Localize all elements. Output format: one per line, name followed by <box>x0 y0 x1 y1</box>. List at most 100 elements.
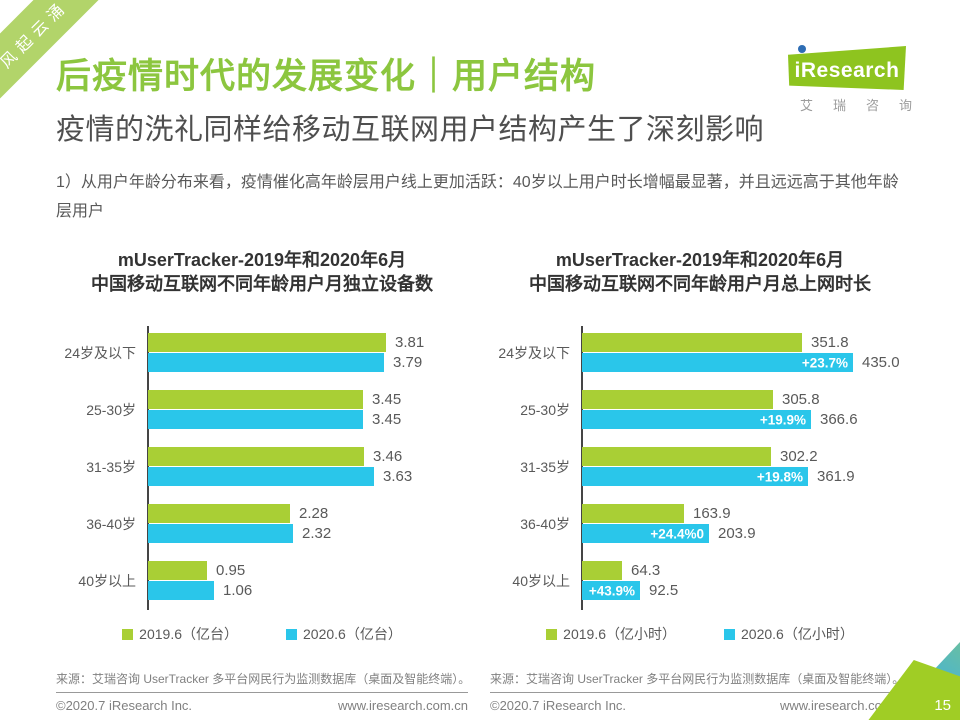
growth-label: +24.4%0 <box>650 526 704 541</box>
bar-row: 1.06 <box>148 581 468 600</box>
bar-pair: 64.3 +43.9% 92.5 <box>582 561 910 600</box>
bar-group: 31-35岁 3.46 3.63 <box>86 447 468 486</box>
legend-label: 2019.6（亿台） <box>139 626 238 642</box>
value-label: 351.8 <box>811 334 849 351</box>
category-label: 36-40岁 <box>86 515 136 532</box>
page-subtitle: 疫情的洗礼同样给移动互联网用户结构产生了深刻影响 <box>56 114 765 146</box>
footer-left: 来源：艾瑞咨询 UserTracker 多平台网民行为监测数据库（桌面及智能终端… <box>56 670 470 713</box>
legend-swatch-icon <box>122 628 134 640</box>
value-label: 435.0 <box>862 354 900 371</box>
bar-series-0 <box>148 447 364 466</box>
page-number: 15 <box>934 697 951 714</box>
legend-swatch-icon <box>546 628 558 640</box>
bar-pair: 3.81 3.79 <box>148 333 468 372</box>
bar-series-0 <box>582 504 684 523</box>
bar-group: 40岁以上 64.3 +43.9% 92.5 <box>512 561 910 600</box>
value-label: 92.5 <box>649 582 679 599</box>
value-label: 366.6 <box>820 411 858 428</box>
value-label: 3.79 <box>393 354 423 371</box>
chart-title-line1: mUserTracker-2019年和2020年6月 <box>555 250 845 270</box>
growth-label: +23.7% <box>801 355 848 370</box>
bar-group: 36-40岁 2.28 2.32 <box>86 504 468 543</box>
bar-group: 25-30岁 3.45 3.45 <box>86 390 468 429</box>
category-label: 40岁以上 <box>512 572 570 589</box>
chart-title-line1: mUserTracker-2019年和2020年6月 <box>117 250 407 270</box>
bar-series-0 <box>582 561 622 580</box>
bar-series-0 <box>148 390 363 409</box>
value-label: 3.81 <box>395 334 425 351</box>
bar-row: 3.46 <box>148 447 468 466</box>
copyright-row: ©2020.7 iResearch Inc. www.iresearch.com… <box>56 698 468 713</box>
bar-group: 40岁以上 0.95 1.06 <box>78 561 468 600</box>
value-label: 163.9 <box>693 505 731 522</box>
category-label: 31-35岁 <box>86 458 136 475</box>
category-label: 25-30岁 <box>520 401 570 418</box>
category-label: 31-35岁 <box>520 458 570 475</box>
footer-right: 来源：艾瑞咨询 UserTracker 多平台网民行为监测数据库（桌面及智能终端… <box>490 670 910 713</box>
bar-row: 305.8 <box>582 390 910 409</box>
category-label: 36-40岁 <box>520 515 570 532</box>
legend: 2019.6（亿台） 2020.6（亿台） <box>56 624 468 644</box>
legend: 2019.6（亿小时） 2020.6（亿小时） <box>490 624 910 644</box>
bar-row: 64.3 <box>582 561 910 580</box>
bar-row: +19.9% 366.6 <box>582 410 910 429</box>
category-label: 24岁及以下 <box>64 344 136 361</box>
bar-row: 2.28 <box>148 504 468 523</box>
value-label: 302.2 <box>780 448 818 465</box>
bar-series-1 <box>148 353 384 372</box>
chart-title-line2: 中国移动互联网不同年龄用户月总上网时长 <box>529 274 871 294</box>
corner-decoration: 15 <box>850 600 960 720</box>
bar-group: 24岁及以下 351.8 +23.7% 435.0 <box>498 333 910 372</box>
bar-row: +24.4%0 203.9 <box>582 524 910 543</box>
bar-row: 3.81 <box>148 333 468 352</box>
bar-series-1: +19.9% <box>582 410 811 429</box>
bar-series-0 <box>582 447 771 466</box>
copyright-row: ©2020.7 iResearch Inc. www.iresearch.com… <box>490 698 910 713</box>
bar-pair: 305.8 +19.9% 366.6 <box>582 390 910 429</box>
legend-item: 2019.6（亿台） <box>122 624 238 644</box>
value-label: 361.9 <box>817 468 855 485</box>
bar-row: +19.8% 361.9 <box>582 467 910 486</box>
logo-caption: 艾瑞咨询 <box>800 98 933 113</box>
value-label: 0.95 <box>216 562 246 579</box>
bar-pair: 302.2 +19.8% 361.9 <box>582 447 910 486</box>
legend-swatch-icon <box>724 628 735 640</box>
bar-row: 2.32 <box>148 524 468 543</box>
bar-series-0 <box>582 333 802 352</box>
bar-series-1: +43.9% <box>582 581 640 600</box>
value-label: 3.45 <box>372 391 402 408</box>
value-label: 64.3 <box>631 562 661 579</box>
value-label: 203.9 <box>718 525 756 542</box>
bar-row: 0.95 <box>148 561 468 580</box>
logo-dot-icon <box>798 45 806 53</box>
legend-label: 2019.6（亿小时） <box>563 626 676 642</box>
iresearch-logo: iResearch 艾瑞咨询 <box>788 45 933 114</box>
bar-row: 302.2 <box>582 447 910 466</box>
bar-group: 24岁及以下 3.81 3.79 <box>64 333 468 372</box>
bar-series-0 <box>148 333 386 352</box>
bar-pair: 3.45 3.45 <box>148 390 468 429</box>
category-label: 40岁以上 <box>78 572 136 589</box>
value-label: 2.28 <box>299 505 329 522</box>
plot-area: 24岁及以下 351.8 +23.7% 435.0 25-30岁 305.8 +19.9% 3… <box>490 326 910 610</box>
bar-series-1: +24.4%0 <box>582 524 709 543</box>
bar-series-1 <box>148 581 214 600</box>
legend-item: 2019.6（亿小时） <box>546 624 676 644</box>
value-label: 305.8 <box>782 391 820 408</box>
bar-row: 163.9 <box>582 504 910 523</box>
bar-row: 3.45 <box>148 410 468 429</box>
bar-group: 31-35岁 302.2 +19.8% 361.9 <box>520 447 910 486</box>
source-note: 来源：艾瑞咨询 UserTracker 多平台网民行为监测数据库（桌面及智能终端… <box>56 670 470 693</box>
chart-title: mUserTracker-2019年和2020年6月 中国移动互联网不同年龄用户… <box>56 248 468 296</box>
copyright-text: ©2020.7 iResearch Inc. <box>490 698 627 713</box>
growth-label: +19.8% <box>756 469 803 484</box>
bar-row: 3.63 <box>148 467 468 486</box>
bar-pair: 0.95 1.06 <box>148 561 468 600</box>
bar-series-1 <box>148 410 363 429</box>
legend-label: 2020.6（亿台） <box>303 626 402 642</box>
bar-pair: 2.28 2.32 <box>148 504 468 543</box>
chart-title-line2: 中国移动互联网不同年龄用户月独立设备数 <box>91 274 433 294</box>
bar-series-1 <box>148 467 374 486</box>
bar-row: +43.9% 92.5 <box>582 581 910 600</box>
